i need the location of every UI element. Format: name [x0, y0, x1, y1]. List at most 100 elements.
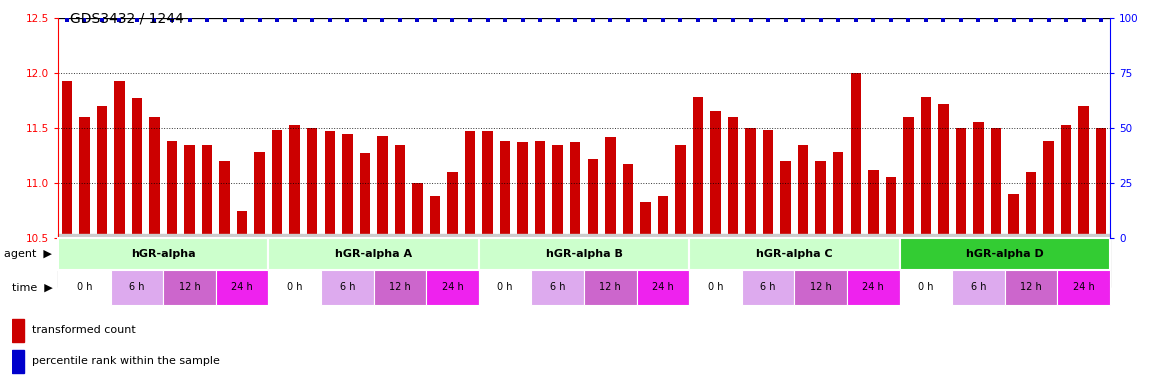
Text: 0 h: 0 h	[918, 283, 934, 293]
Bar	[150, 117, 160, 238]
Bar	[374, 270, 427, 305]
Bar	[1061, 125, 1072, 238]
Bar	[114, 81, 124, 238]
Bar	[465, 131, 475, 238]
Bar	[689, 238, 899, 270]
Text: 6 h: 6 h	[129, 283, 145, 293]
Text: percentile rank within the sample: percentile rank within the sample	[32, 356, 220, 366]
Bar	[570, 142, 581, 238]
Bar	[711, 111, 721, 238]
Bar	[216, 270, 268, 305]
Bar	[815, 161, 826, 238]
Bar	[58, 270, 110, 305]
Bar	[377, 136, 388, 238]
Bar	[61, 81, 72, 238]
Bar	[675, 144, 685, 238]
Bar	[430, 196, 440, 238]
Bar	[795, 270, 848, 305]
Bar	[781, 161, 791, 238]
Text: 6 h: 6 h	[971, 283, 987, 293]
Bar	[1026, 172, 1036, 238]
Bar	[798, 144, 808, 238]
Bar	[268, 270, 321, 305]
Text: 6 h: 6 h	[339, 283, 355, 293]
Bar	[110, 270, 163, 305]
Bar	[622, 164, 634, 238]
Bar	[1079, 106, 1089, 238]
Text: transformed count: transformed count	[32, 325, 136, 335]
Bar	[167, 141, 177, 238]
Bar	[12, 319, 24, 341]
Text: 12 h: 12 h	[599, 283, 621, 293]
Text: hGR-alpha D: hGR-alpha D	[966, 249, 1044, 259]
Bar	[427, 270, 478, 305]
Text: 24 h: 24 h	[231, 283, 253, 293]
Bar	[938, 104, 949, 238]
Bar	[588, 159, 598, 238]
Bar	[412, 183, 423, 238]
Bar	[12, 350, 24, 373]
Bar	[447, 172, 458, 238]
Bar	[637, 270, 689, 305]
Text: 24 h: 24 h	[442, 283, 463, 293]
Bar	[500, 141, 511, 238]
Bar	[58, 238, 268, 270]
Bar	[641, 202, 651, 238]
Bar	[360, 153, 370, 238]
Bar	[131, 98, 143, 238]
Bar	[268, 238, 478, 270]
Bar	[324, 131, 335, 238]
Bar	[1043, 141, 1053, 238]
Text: hGR-alpha B: hGR-alpha B	[545, 249, 622, 259]
Text: 12 h: 12 h	[810, 283, 831, 293]
Bar	[394, 144, 405, 238]
Bar	[952, 270, 1005, 305]
Bar	[903, 117, 913, 238]
Text: 0 h: 0 h	[288, 283, 302, 293]
Text: 6 h: 6 h	[760, 283, 776, 293]
Bar	[290, 125, 300, 238]
Bar	[745, 128, 756, 238]
Bar	[868, 170, 879, 238]
Bar	[201, 144, 213, 238]
Bar	[728, 117, 738, 238]
Bar	[220, 161, 230, 238]
Bar	[307, 128, 317, 238]
Bar	[321, 270, 374, 305]
Bar	[97, 106, 107, 238]
Bar	[535, 141, 545, 238]
Bar	[991, 128, 1002, 238]
Bar	[237, 210, 247, 238]
Bar	[886, 177, 896, 238]
Bar	[79, 117, 90, 238]
Bar	[552, 144, 564, 238]
Bar	[1096, 128, 1106, 238]
Text: 24 h: 24 h	[1073, 283, 1095, 293]
Bar	[342, 134, 353, 238]
Bar	[658, 196, 668, 238]
Text: hGR-alpha A: hGR-alpha A	[335, 249, 412, 259]
Text: agent  ▶: agent ▶	[5, 249, 52, 259]
Bar	[833, 152, 843, 238]
Bar	[482, 131, 493, 238]
Bar	[478, 238, 689, 270]
Text: 0 h: 0 h	[497, 283, 513, 293]
Bar	[689, 270, 742, 305]
Bar	[1005, 270, 1057, 305]
Bar	[271, 130, 283, 238]
Bar	[584, 270, 637, 305]
Bar	[184, 144, 194, 238]
Bar	[163, 270, 216, 305]
Bar	[921, 97, 932, 238]
Text: GDS3432 / 1244: GDS3432 / 1244	[69, 12, 183, 26]
Bar	[518, 142, 528, 238]
Bar	[692, 97, 704, 238]
Bar	[531, 270, 584, 305]
Text: 12 h: 12 h	[389, 283, 411, 293]
Text: 0 h: 0 h	[707, 283, 723, 293]
Bar	[899, 270, 952, 305]
Text: 6 h: 6 h	[550, 283, 566, 293]
Bar	[1009, 194, 1019, 238]
Bar	[742, 270, 795, 305]
Bar	[762, 130, 773, 238]
